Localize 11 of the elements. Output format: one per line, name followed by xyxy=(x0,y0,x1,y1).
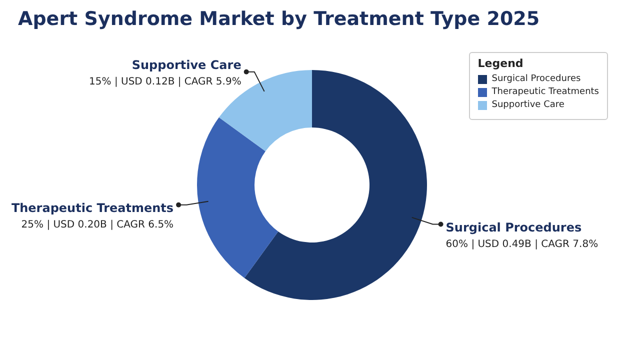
data-label: 60% | USD 0.49B | CAGR 7.8% xyxy=(446,238,598,250)
legend-title: Legend xyxy=(478,57,524,70)
legend-label: Surgical Procedures xyxy=(492,74,581,84)
slice-label: Surgical Procedures xyxy=(446,220,582,234)
data-label: 25% | USD 0.20B | CAGR 6.5% xyxy=(21,219,174,230)
legend-label: Supportive Care xyxy=(492,100,564,110)
chart-title: Apert Syndrome Market by Treatment Type 2025 xyxy=(18,8,540,30)
legend-label: Therapeutic Treatments xyxy=(492,87,599,97)
data-label: 15% | USD 0.12B | CAGR 5.9% xyxy=(89,76,242,88)
slice-label: Supportive Care xyxy=(132,58,242,72)
slice-label: Therapeutic Treatments xyxy=(11,200,174,215)
